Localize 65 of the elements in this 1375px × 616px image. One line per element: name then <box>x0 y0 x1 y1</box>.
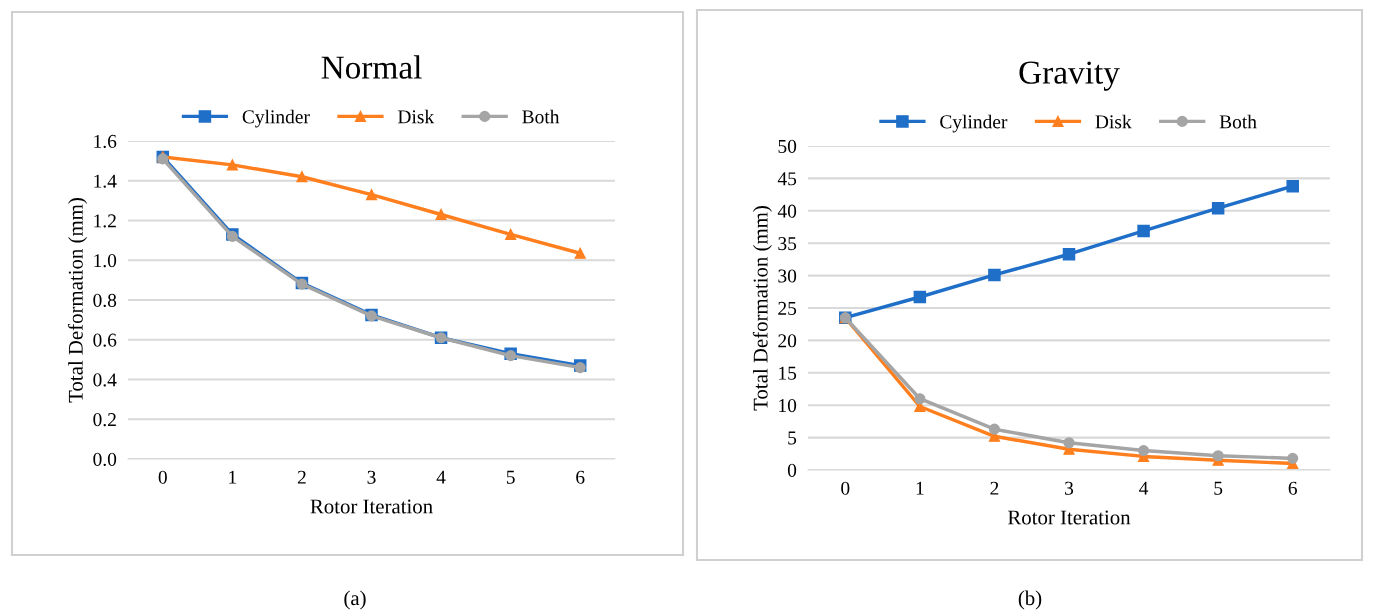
y-tick-label: 1.2 <box>94 214 116 228</box>
x-tick-label: 2 <box>297 470 306 484</box>
legend-label: Disk <box>397 109 435 124</box>
x-tick-label: 3 <box>367 470 376 484</box>
x-tick-label: 5 <box>1214 481 1223 495</box>
legend-label: Cylinder <box>242 109 310 128</box>
y-tick-label: 20 <box>778 334 797 348</box>
x-tick-label: 0 <box>841 481 850 495</box>
x-tick-label: 1 <box>229 470 237 484</box>
point <box>505 228 517 240</box>
point <box>296 171 308 183</box>
point <box>913 290 927 304</box>
legend-label: Disk <box>1095 114 1132 129</box>
point <box>914 393 926 405</box>
y-axis-title: Total Deformation (mm) <box>752 206 772 411</box>
point <box>988 268 1001 282</box>
point <box>435 208 447 221</box>
point <box>1138 445 1150 457</box>
x-tick-label: 4 <box>1139 481 1149 495</box>
y-tick-label: 0.0 <box>93 452 117 467</box>
x-tick-label: 1 <box>916 481 924 495</box>
y-tick-label: 50 <box>778 139 797 153</box>
y-tick-label: 10 <box>779 399 797 413</box>
y-tick-label: 35 <box>778 237 797 251</box>
y-axis-title: Total Deformation (mm) <box>67 198 88 403</box>
y-tick-label: 15 <box>779 366 797 380</box>
point <box>1211 201 1225 215</box>
y-tick-label: 40 <box>777 204 797 218</box>
point <box>365 189 378 201</box>
point <box>226 159 238 171</box>
text: (b) <box>1018 590 1042 610</box>
legend-label: Cylinder <box>940 114 1008 133</box>
point <box>988 423 1000 435</box>
y-tick-label: 1.4 <box>94 174 117 188</box>
y-tick-label: 0.4 <box>93 373 117 387</box>
x-axis-title: Rotor Iteration <box>310 499 433 514</box>
x-tick-label: 4 <box>436 470 446 484</box>
x-tick-label: 0 <box>158 470 167 484</box>
y-tick-label: 5 <box>788 431 797 445</box>
y-tick-label: 45 <box>777 172 797 186</box>
point <box>1287 452 1299 464</box>
point <box>1212 450 1224 462</box>
point <box>1137 224 1150 238</box>
chart-title: Normal <box>321 55 422 79</box>
y-tick-label: 0.8 <box>93 293 117 308</box>
point <box>1062 247 1076 261</box>
y-tick-label: 0.2 <box>93 413 116 427</box>
x-axis-title: Rotor Iteration <box>1007 510 1131 525</box>
legend-label: Both <box>522 109 560 124</box>
point <box>574 247 586 259</box>
y-tick-label: 25 <box>778 301 797 315</box>
x-tick-label: 2 <box>990 481 999 495</box>
y-tick-label: 1.6 <box>94 134 117 149</box>
chart-title: Gravity <box>1019 61 1120 91</box>
y-tick-label: 30 <box>778 269 797 283</box>
point <box>1063 437 1075 449</box>
y-tick-label: 0.6 <box>93 333 117 347</box>
x-tick-label: 6 <box>1288 481 1297 495</box>
legend-label: Both <box>1219 114 1257 129</box>
y-tick-label: 1.0 <box>94 254 117 268</box>
x-tick-label: 6 <box>576 470 585 484</box>
x-tick-label: 3 <box>1065 481 1074 495</box>
point <box>1286 179 1299 193</box>
x-tick-label: 5 <box>506 470 515 484</box>
text: (a) <box>344 590 366 610</box>
